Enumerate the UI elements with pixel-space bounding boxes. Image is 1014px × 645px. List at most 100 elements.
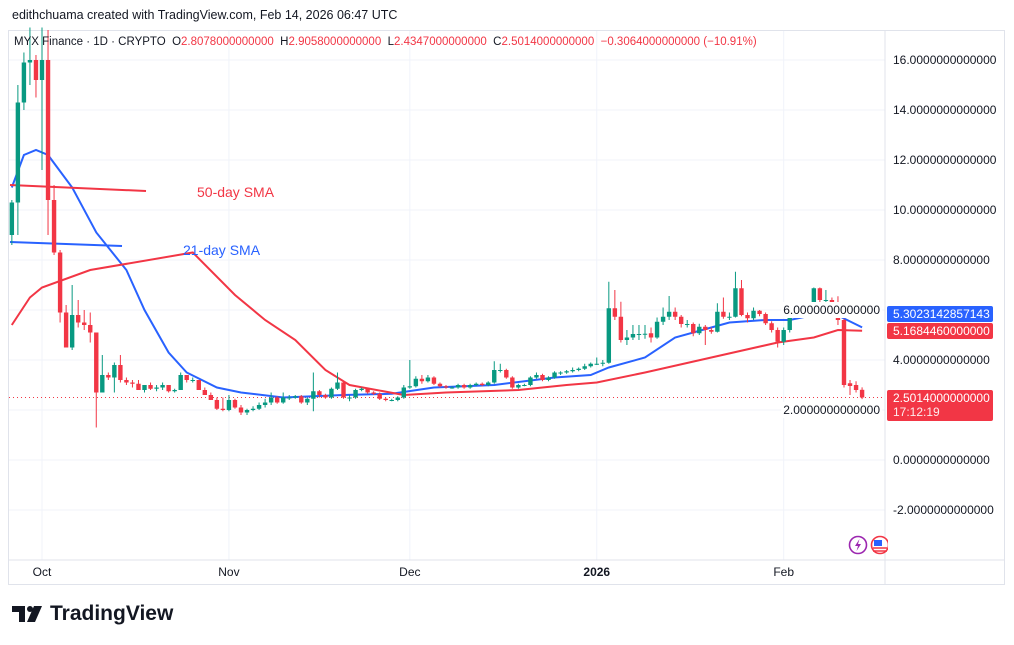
candle-up (455, 385, 461, 388)
candle-down (672, 311, 678, 317)
candle-down (365, 388, 370, 393)
candle-down (75, 315, 81, 323)
candle-down (618, 316, 624, 340)
candle-up (528, 377, 533, 385)
x-tick-label: Nov (218, 565, 239, 579)
candle-down (377, 393, 382, 399)
candle-down (82, 322, 87, 325)
annotation-50-day-sma: 50-day SMA (197, 184, 275, 200)
annotation-21-day-sma: 21-day SMA (183, 242, 261, 258)
candle-up (293, 396, 298, 398)
candle-up (534, 375, 539, 378)
credit-line: edithchuama created with TradingView.com… (12, 8, 398, 22)
candle-up (425, 377, 431, 382)
candle-up (467, 385, 473, 388)
candle-down (739, 288, 744, 315)
candle-down (757, 310, 762, 314)
candle-up (727, 316, 732, 318)
candle-down (184, 375, 189, 380)
low-label: L (387, 36, 395, 48)
candle-down (274, 397, 280, 403)
chart-tool-icons (848, 535, 889, 555)
candle-down (106, 375, 111, 378)
change-value: −0.3064000000000 (−10.91%) (600, 36, 757, 48)
candle-down (148, 385, 153, 389)
candle-up (486, 382, 491, 385)
y-tick-label: 12.0000000000000 (893, 153, 997, 167)
high-value: 2.9058000000000 (288, 36, 382, 48)
candle-up (576, 368, 581, 370)
candle-up (564, 371, 569, 373)
candle-down (504, 370, 509, 378)
candle-up (606, 308, 612, 363)
sma-line-50-day-sma (10, 251, 863, 397)
high-label: H (280, 36, 289, 48)
candle-down (817, 288, 823, 300)
candle-up (582, 366, 587, 369)
y-tick-label: 8.0000000000000 (893, 253, 990, 267)
bar-countdown: 17:12:19 (893, 405, 940, 419)
sma50-annotation-line[interactable] (9, 184, 147, 192)
candle-up (823, 300, 829, 301)
y-tick-label: 16.0000000000000 (893, 53, 997, 67)
last-price-value: 2.5014000000000 (893, 391, 990, 405)
candle-up (281, 397, 286, 403)
candle-up (395, 397, 400, 400)
tradingview-logo[interactable]: TradingView (12, 602, 173, 626)
candle-up (498, 370, 503, 371)
flag-icon[interactable] (870, 535, 889, 555)
low-value: 2.4347000000000 (394, 36, 487, 48)
candle-up (311, 391, 316, 399)
candle-down (859, 389, 865, 398)
candle-up (359, 388, 364, 390)
candle-up (558, 372, 563, 374)
candle-up (154, 387, 159, 389)
candle-down (130, 382, 135, 384)
symbol-label[interactable]: MYX Finance · 1D · CRYPTO (14, 36, 166, 48)
candle-down (709, 330, 714, 332)
candle-up (335, 382, 340, 389)
candle-up (15, 102, 21, 203)
candle-up (630, 334, 636, 338)
candle-up (811, 288, 817, 314)
candle-up (142, 385, 147, 390)
candle-down (443, 386, 449, 388)
y-tick-label-backing (781, 302, 883, 318)
candle-down (745, 315, 750, 319)
candle-down (775, 330, 780, 342)
candle-up (172, 390, 177, 392)
x-tick-label: Dec (399, 565, 420, 579)
candle-up (697, 326, 702, 334)
candle-up (9, 202, 15, 235)
candle-down (691, 324, 696, 334)
candle-up (21, 62, 27, 103)
sma-line-21-day-sma (10, 148, 863, 399)
x-tick-label: Oct (33, 565, 52, 579)
lightning-icon[interactable] (848, 535, 868, 555)
candle-up (262, 402, 268, 405)
candle-up (781, 330, 786, 342)
candle-down (208, 395, 214, 400)
candle-down (136, 383, 141, 390)
candle-down (232, 400, 238, 408)
candle-down (437, 383, 443, 387)
candle-up (492, 370, 497, 383)
candle-up (190, 380, 195, 381)
candle-up (401, 387, 406, 398)
candle-up (353, 390, 358, 398)
candle-up (594, 363, 599, 365)
candle-down (33, 60, 39, 80)
candle-down (847, 383, 853, 386)
tradingview-logo-icon (12, 606, 42, 622)
candle-down (383, 398, 388, 400)
x-tick-label: 2026 (583, 565, 610, 579)
y-tick-label: -2.0000000000000 (893, 503, 994, 517)
candle-down (88, 325, 93, 333)
candle-down (323, 395, 328, 398)
candle-up (178, 375, 183, 390)
candle-down (371, 392, 376, 394)
candle-up (715, 311, 720, 332)
sma21-annotation-line[interactable] (9, 241, 123, 247)
candle-up (256, 405, 262, 409)
